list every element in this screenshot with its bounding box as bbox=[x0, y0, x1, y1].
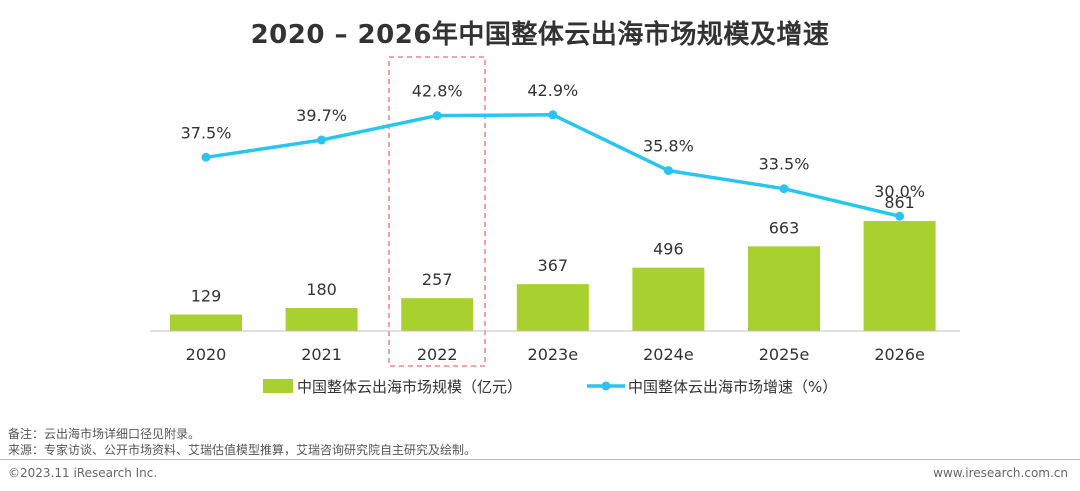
growth-label-2024e: 35.8% bbox=[643, 137, 694, 156]
growth-point-2020 bbox=[201, 152, 211, 162]
legend-swatch-bar bbox=[263, 379, 293, 393]
growth-point-2021 bbox=[317, 135, 327, 145]
x-tick-label-2024e: 2024e bbox=[643, 345, 694, 364]
source-text: 来源：专家访谈、公开市场资料、艾瑞估值模型推算，艾瑞咨询研究院自主研究及绘制。 bbox=[8, 443, 477, 457]
growth-point-2025e bbox=[779, 184, 789, 194]
bar-value-label-2025e: 663 bbox=[769, 218, 800, 237]
bar-2024e bbox=[632, 267, 705, 331]
bar-value-label-2023e: 367 bbox=[538, 256, 569, 275]
bar-2022 bbox=[401, 298, 474, 331]
note-text: 备注：云出海市场详细口径见附录。 bbox=[8, 427, 201, 441]
chart-area: 129 180 257 367 496 663 861 2020 2021 2022 2023e 2… bbox=[150, 56, 960, 396]
x-tick-label-2021: 2021 bbox=[301, 345, 342, 364]
bar-2021 bbox=[285, 308, 358, 331]
bar-2026e bbox=[863, 221, 936, 331]
growth-point-2022 bbox=[432, 111, 442, 121]
bar-value-label-2021: 180 bbox=[306, 280, 337, 299]
bar-2020 bbox=[170, 314, 242, 331]
growth-point-2024e bbox=[663, 166, 673, 176]
legend-label-line: 中国整体云出海市场增速（%） bbox=[628, 378, 837, 396]
bar-value-label-2020: 129 bbox=[191, 287, 222, 306]
growth-label-2023e: 42.9% bbox=[527, 81, 578, 100]
bar-2025e bbox=[748, 246, 820, 331]
highlight-2022-box bbox=[388, 56, 486, 367]
x-tick-label-2025e: 2025e bbox=[759, 345, 810, 364]
growth-label-2026e: 30.0% bbox=[874, 182, 925, 201]
growth-label-2025e: 33.5% bbox=[759, 155, 810, 174]
website-link[interactable]: www.iresearch.com.cn bbox=[933, 466, 1068, 480]
growth-label-2020: 37.5% bbox=[181, 123, 232, 142]
growth-point-2026e bbox=[895, 211, 905, 221]
growth-point-2023e bbox=[548, 110, 558, 120]
x-tick-label-2020: 2020 bbox=[186, 345, 227, 364]
x-tick-label-2026e: 2026e bbox=[874, 345, 925, 364]
copyright-text: ©2023.11 iResearch Inc. bbox=[8, 466, 158, 480]
growth-label-2021: 39.7% bbox=[296, 106, 347, 125]
chart-title: 2020 – 2026年中国整体云出海市场规模及增速 bbox=[250, 20, 830, 50]
bar-value-label-2026e: 861 bbox=[884, 193, 915, 212]
bar-value-label-2024e: 496 bbox=[653, 240, 684, 259]
legend-label-bar: 中国整体云出海市场规模（亿元） bbox=[297, 378, 522, 396]
x-tick-label-2022: 2022 bbox=[417, 345, 458, 364]
growth-label-2022: 42.8% bbox=[412, 82, 463, 101]
x-tick-label-2023e: 2023e bbox=[528, 345, 579, 364]
bar-value-label-2022: 257 bbox=[422, 270, 453, 289]
footer-divider bbox=[0, 459, 1080, 460]
legend-swatch-marker bbox=[601, 381, 611, 391]
bar-2023e bbox=[516, 284, 589, 331]
